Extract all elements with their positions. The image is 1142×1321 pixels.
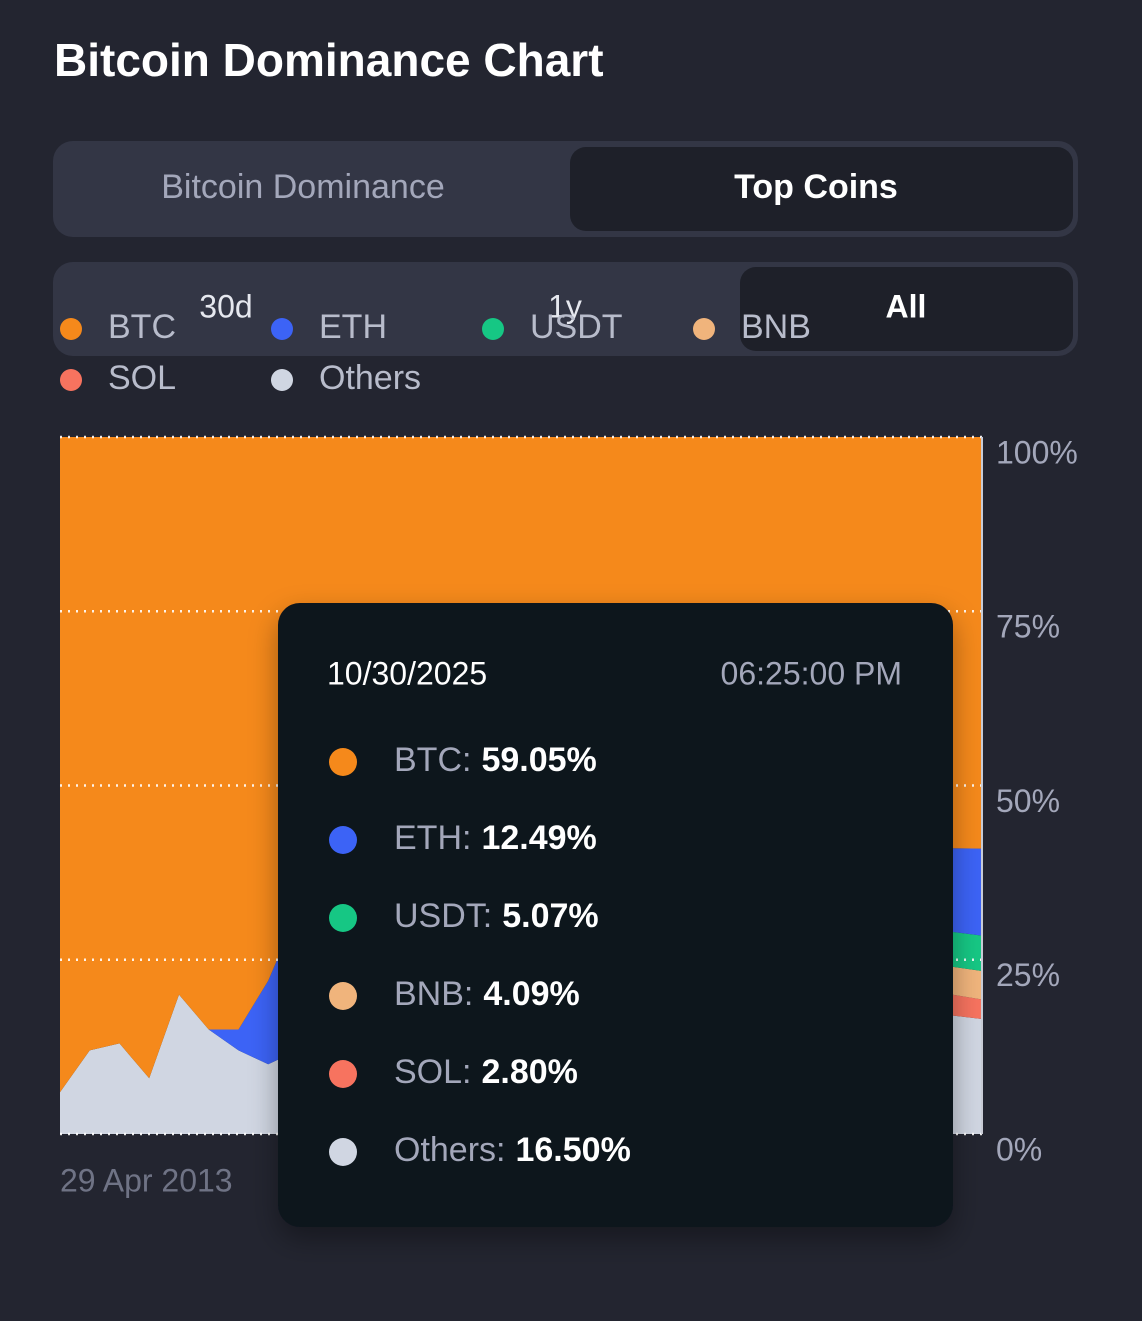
legend-label[interactable]: USDT — [530, 308, 623, 346]
tooltip-date: 10/30/2025 — [327, 655, 487, 691]
tooltip-label: BTC: — [394, 741, 471, 779]
y-tick-label: 100% — [996, 434, 1078, 470]
legend-dot — [693, 318, 715, 340]
tooltip-value: 4.09% — [483, 975, 579, 1013]
tab-active-bg — [570, 147, 1073, 231]
range-active-bg — [740, 267, 1073, 351]
tooltip-dot — [329, 748, 357, 776]
x-tick-label: 29 Apr 2013 — [60, 1162, 233, 1198]
legend-dot — [482, 318, 504, 340]
tooltip-label: ETH: — [394, 819, 471, 857]
tooltip-item: USDT: 5.07% — [394, 897, 599, 935]
tooltip-dot — [329, 1138, 357, 1166]
tooltip-value: 12.49% — [481, 819, 596, 857]
tooltip-item: SOL: 2.80% — [394, 1053, 578, 1091]
tooltip-time: 06:25:00 PM — [721, 655, 902, 691]
tooltip-value: 2.80% — [481, 1053, 577, 1091]
tab[interactable]: Top Coins — [734, 168, 898, 206]
legend-label[interactable]: SOL — [108, 359, 176, 397]
legend-dot — [271, 369, 293, 391]
range-button[interactable]: 30d — [199, 288, 252, 324]
tooltip-item: BTC: 59.05% — [394, 741, 597, 779]
page-title: Bitcoin Dominance Chart — [54, 34, 604, 86]
tooltip-dot — [329, 904, 357, 932]
legend-dot — [271, 318, 293, 340]
legend-label[interactable]: ETH — [319, 308, 387, 346]
range-button[interactable]: 1y — [548, 288, 582, 324]
tooltip-value: 5.07% — [502, 897, 598, 935]
tooltip-box — [278, 603, 953, 1227]
legend-dot — [60, 318, 82, 340]
tooltip-dot — [329, 982, 357, 1010]
legend-dot — [60, 369, 82, 391]
tooltip-label: SOL: — [394, 1053, 471, 1091]
legend-label[interactable]: BNB — [741, 308, 811, 346]
legend-label[interactable]: Others — [319, 359, 421, 397]
tab[interactable]: Bitcoin Dominance — [161, 168, 444, 206]
y-tick-label: 75% — [996, 609, 1060, 645]
legend-label[interactable]: BTC — [108, 308, 176, 346]
y-tick-label: 0% — [996, 1131, 1042, 1167]
tooltip-item: BNB: 4.09% — [394, 975, 580, 1013]
tooltip-value: 16.50% — [515, 1131, 630, 1169]
y-tick-label: 50% — [996, 783, 1060, 819]
tooltip-label: Others: — [394, 1131, 505, 1169]
tooltip-label: USDT: — [394, 897, 492, 935]
tooltip-item: Others: 16.50% — [394, 1131, 631, 1169]
tooltip-dot — [329, 1060, 357, 1088]
tooltip-label: BNB: — [394, 975, 473, 1013]
tooltip-value: 59.05% — [481, 741, 596, 779]
tooltip-item: ETH: 12.49% — [394, 819, 597, 857]
range-button[interactable]: All — [886, 288, 927, 324]
tooltip-dot — [329, 826, 357, 854]
y-tick-label: 25% — [996, 957, 1060, 993]
